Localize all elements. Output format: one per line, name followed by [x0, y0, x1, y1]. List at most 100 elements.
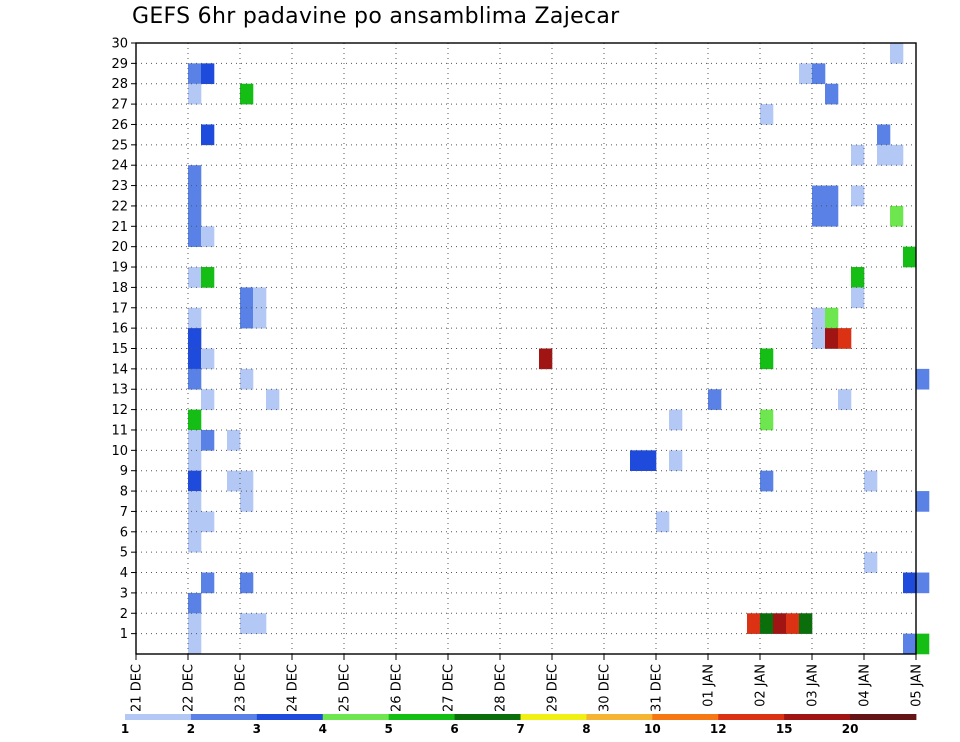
y-tick-label: 3: [120, 586, 128, 601]
y-tick-label: 12: [111, 403, 128, 418]
x-tick-label: 23 DEC: [234, 664, 249, 712]
heatmap-cell: [539, 348, 553, 370]
colorbar-label: 1: [121, 722, 129, 736]
heatmap-cell: [851, 144, 865, 166]
colorbar-segment: [784, 714, 851, 720]
y-tick-label: 9: [120, 464, 128, 479]
x-tick-label: 02 JAN: [754, 664, 769, 707]
y-tick-label: 6: [120, 525, 128, 540]
heatmap-cell: [227, 470, 241, 492]
y-tick-label: 1: [120, 627, 128, 642]
colorbar-label: 7: [516, 722, 524, 736]
y-tick-label: 17: [111, 301, 128, 316]
y-tick-label: 27: [111, 98, 128, 113]
heatmap-cell: [669, 450, 683, 471]
colorbar-segment: [718, 714, 785, 720]
x-tick-label: 30 DEC: [598, 664, 613, 712]
y-tick-label: 24: [111, 159, 128, 174]
x-tick-label: 26 DEC: [390, 664, 405, 712]
heatmap-cell: [188, 348, 202, 370]
heatmap-cell: [812, 185, 826, 207]
heatmap-cell: [201, 511, 215, 533]
heatmap-cell: [669, 409, 683, 431]
heatmap-cell: [760, 348, 774, 370]
colorbar-label: 8: [582, 722, 590, 736]
y-tick-label: 13: [111, 383, 128, 398]
heatmap-cell: [188, 63, 202, 85]
heatmap-cell: [916, 572, 930, 594]
heatmap-cell: [825, 83, 839, 105]
heatmap-cell: [916, 491, 930, 512]
x-tick-label: 28 DEC: [494, 664, 509, 712]
colorbar-segment: [322, 714, 390, 720]
heatmap-cell: [890, 205, 904, 227]
heatmap-cell: [760, 104, 774, 125]
heatmap-cell: [916, 368, 930, 390]
heatmap-cell: [188, 185, 202, 207]
heatmap-cell: [201, 226, 215, 247]
colorbar-label: 2: [187, 722, 195, 736]
colorbar-segment: [190, 714, 258, 720]
colorbar-segment: [586, 714, 653, 720]
heatmap-cell: [708, 389, 722, 410]
y-tick-label: 21: [111, 220, 128, 235]
x-tick-label: 29 DEC: [546, 664, 561, 712]
heatmap-cell: [201, 429, 215, 451]
y-tick-label: 14: [111, 362, 128, 377]
heatmap-cell: [825, 328, 839, 349]
heatmap-cell: [188, 450, 202, 471]
heatmap-cell: [643, 450, 657, 471]
heatmap-cell: [786, 613, 800, 634]
heatmap-cell: [201, 572, 215, 594]
heatmap-cell: [188, 267, 202, 288]
heatmap-cell: [188, 368, 202, 390]
heatmap-cell: [240, 572, 254, 594]
y-tick-label: 22: [111, 199, 128, 214]
heatmap-cell: [188, 328, 202, 349]
x-tick-label: 31 DEC: [650, 664, 665, 712]
heatmap-cell: [825, 307, 839, 329]
y-tick-label: 29: [111, 57, 128, 72]
heatmap-cell: [903, 246, 917, 268]
heatmap-cell: [188, 83, 202, 105]
y-tick-label: 25: [111, 138, 128, 153]
heatmap-cell: [240, 287, 254, 309]
y-tick-label: 20: [111, 240, 128, 255]
y-tick-label: 26: [111, 118, 128, 133]
heatmap-cell: [760, 409, 774, 431]
heatmap-cell: [864, 470, 878, 492]
heatmap-cell: [240, 491, 254, 512]
heatmap-cell: [201, 348, 215, 370]
heatmap-cell: [201, 389, 215, 410]
heatmap-cell: [240, 83, 254, 105]
heatmap-cell: [747, 613, 761, 634]
heatmap-cell: [253, 287, 267, 309]
heatmap-cell: [903, 633, 917, 655]
heatmap-cell: [188, 429, 202, 451]
heatmap-cell: [253, 613, 267, 634]
y-tick-label: 19: [111, 261, 128, 276]
heatmap-cell: [227, 429, 241, 451]
y-tick-label: 16: [111, 322, 128, 337]
heatmap-cell: [201, 267, 215, 288]
heatmap-cell: [188, 613, 202, 634]
heatmap-cell: [201, 63, 215, 85]
heatmap-cell: [838, 328, 852, 349]
heatmap-cell: [890, 43, 904, 64]
heatmap-cell: [188, 165, 202, 186]
heatmap-cell: [851, 185, 865, 207]
heatmap-cell: [188, 531, 202, 553]
y-tick-label: 30: [111, 37, 128, 52]
y-tick-label: 15: [111, 342, 128, 357]
heatmap-cell: [838, 389, 852, 410]
heatmap-cell: [890, 144, 904, 166]
heatmap-cell: [188, 511, 202, 533]
heatmap-cell: [201, 124, 215, 146]
heatmap-cell: [240, 613, 254, 634]
colorbar-label: 6: [450, 722, 458, 736]
x-tick-label: 25 DEC: [338, 664, 353, 712]
heatmap-cell: [851, 287, 865, 309]
heatmap-cell: [825, 205, 839, 227]
y-tick-label: 5: [120, 546, 128, 561]
